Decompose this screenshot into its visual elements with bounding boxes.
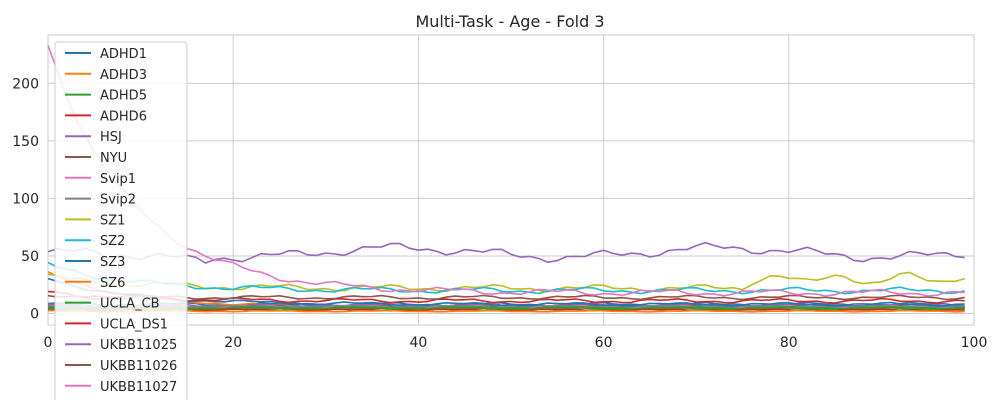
series-line-sz1 [47, 271, 965, 293]
x-tick-label: 60 [595, 335, 613, 351]
series-line-ucla-ds1 [47, 290, 965, 304]
legend-label: Svip2 [100, 193, 136, 208]
x-tick-label: 100 [961, 335, 988, 351]
legend-label: SZ6 [100, 276, 125, 291]
series-lines [47, 45, 965, 313]
legend-label: SZ2 [100, 234, 125, 249]
series-line-ukbb11025 [47, 241, 965, 264]
y-tick-label: 0 [30, 306, 39, 322]
legend-label: ADHD3 [100, 68, 147, 83]
legend-label: UCLA_DS1 [100, 317, 168, 332]
series-line-adhd1 [47, 301, 965, 307]
series-line-sz2 [47, 261, 965, 295]
x-tick-label: 80 [780, 335, 798, 351]
legend-label: UKBB11026 [100, 359, 177, 374]
legend-label: SZ1 [100, 213, 125, 228]
legend-label: HSJ [100, 130, 122, 145]
series-line-ukbb11026 [47, 294, 965, 301]
tick-labels: 0 20 40 60 80 100 0 50 100 150 200 [12, 76, 987, 351]
legend: ADHD1 ADHD3 ADHD5 ADHD6 HSJ NYU Svip1 Svip2 SZ1 S… [54, 41, 188, 400]
legend-label: UKBB11027 [100, 380, 177, 395]
x-tick-label: 0 [44, 335, 53, 351]
series-line-ucla-cb [47, 305, 965, 310]
series-line-ukbb11027 [47, 45, 965, 297]
x-tick-label: 20 [224, 335, 242, 351]
legend-label: ADHD6 [100, 109, 147, 124]
series-line-svip2 [47, 304, 965, 309]
x-tick-label: 40 [409, 335, 427, 351]
legend-label: NYU [100, 151, 127, 166]
legend-label: ADHD1 [100, 47, 147, 62]
y-tick-label: 50 [21, 249, 39, 265]
series-line-sz6 [47, 309, 965, 313]
legend-label: UKBB11025 [100, 338, 177, 353]
legend-label: Svip1 [100, 172, 136, 187]
legend-label: SZ3 [100, 255, 125, 270]
grid-lines [47, 34, 975, 326]
y-tick-label: 150 [12, 134, 39, 150]
legend-label: ADHD5 [100, 89, 147, 104]
y-tick-label: 100 [12, 191, 39, 207]
legend-box [54, 41, 188, 400]
plot-frame [47, 34, 975, 326]
y-tick-label: 200 [12, 76, 39, 92]
series-line-sz3 [47, 277, 965, 307]
legend-label: UCLA_CB [100, 297, 160, 312]
chart-title: Multi-Task - Age - Fold 3 [415, 12, 604, 31]
